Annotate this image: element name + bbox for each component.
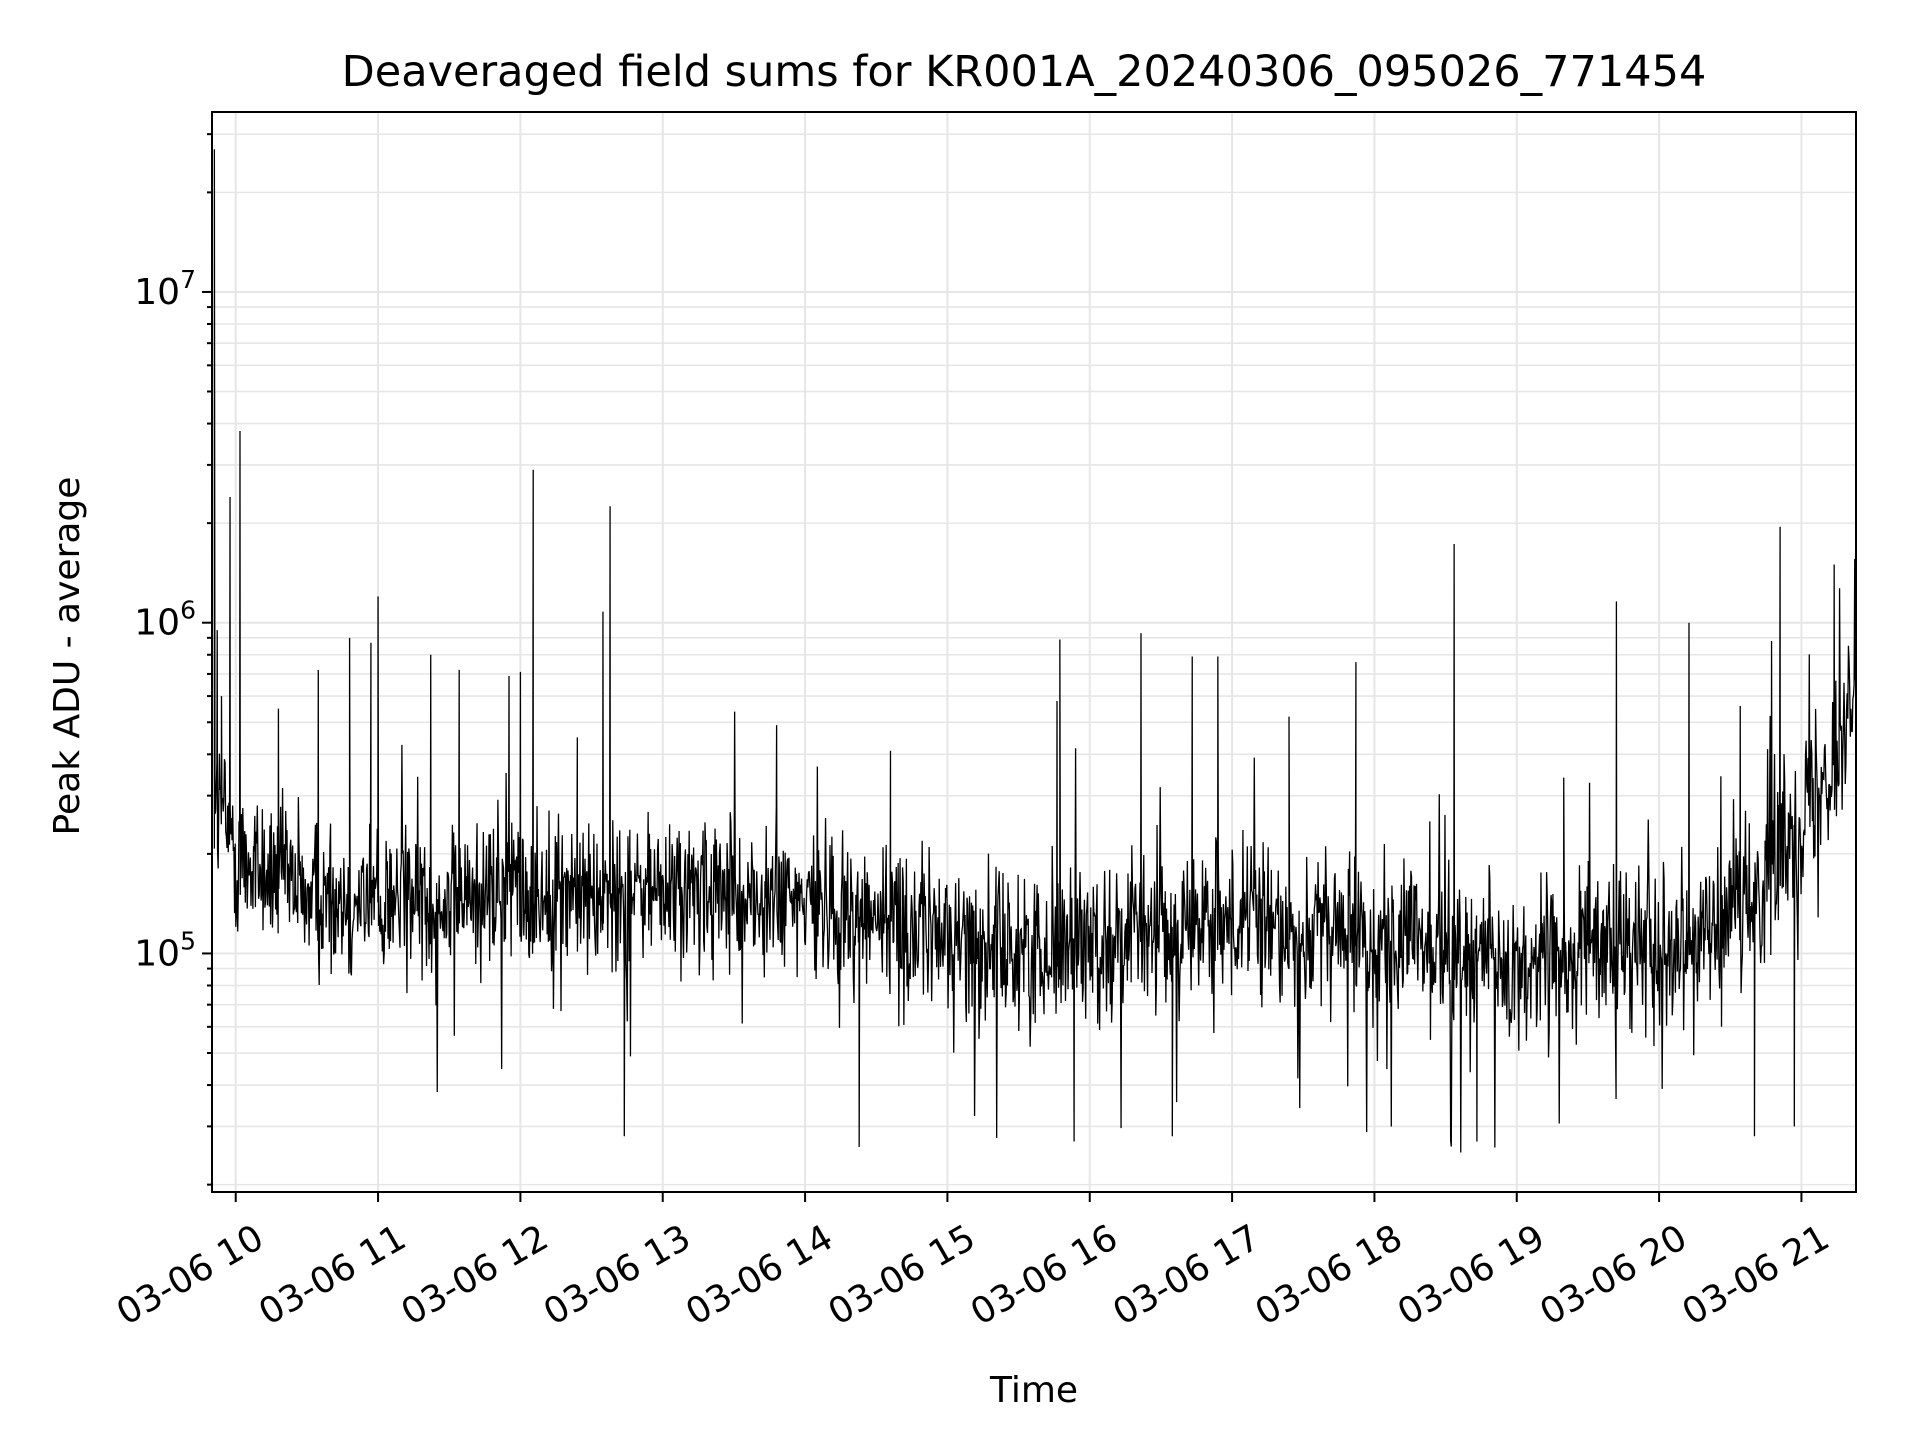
- chart-title: Deaveraged field sums for KR001A_2024030…: [342, 47, 1707, 97]
- y-tick-label: 105: [134, 926, 196, 974]
- y-axis-ticks: 105 106 107: [134, 133, 212, 1186]
- y-tick-label: 107: [134, 265, 196, 313]
- series-layer: [213, 149, 1857, 1153]
- plot-frame: [211, 111, 1857, 1193]
- series-line: [213, 149, 1857, 1153]
- x-axis-label: Time: [989, 1370, 1078, 1411]
- y-axis-label: Peak ADU - average: [47, 477, 88, 836]
- y-tick-label: 106: [134, 596, 196, 644]
